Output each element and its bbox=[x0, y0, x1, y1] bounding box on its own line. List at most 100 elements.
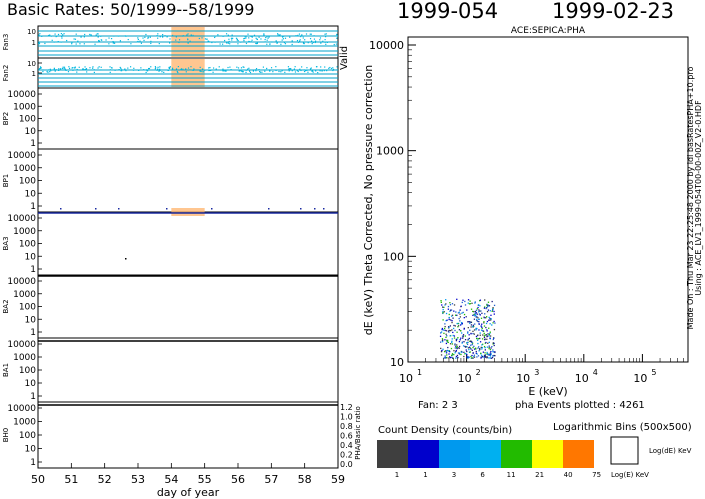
fan-point bbox=[38, 43, 41, 45]
fan-point bbox=[187, 39, 189, 41]
fan-point bbox=[92, 66, 94, 68]
fan-point bbox=[214, 36, 216, 39]
pha-point bbox=[467, 357, 469, 359]
y-tick-label-BA1: 1 bbox=[30, 392, 36, 402]
fan-point bbox=[228, 40, 230, 43]
fan-point bbox=[79, 43, 81, 45]
pha-point bbox=[455, 350, 458, 352]
fan-point bbox=[336, 35, 338, 37]
fan-point bbox=[265, 69, 268, 71]
pha-point bbox=[482, 330, 485, 333]
pha-point bbox=[483, 316, 485, 318]
pha-point bbox=[465, 352, 467, 355]
fan-point bbox=[94, 43, 96, 45]
fan-point bbox=[256, 38, 258, 40]
pha-point bbox=[491, 310, 493, 313]
fan-point bbox=[275, 40, 277, 42]
y-tick-label-BP2: 10 bbox=[25, 127, 37, 137]
pha-point bbox=[451, 321, 453, 324]
fan-point bbox=[42, 70, 44, 73]
pha-point bbox=[470, 324, 473, 326]
pha-point bbox=[475, 329, 477, 331]
fan-point bbox=[272, 71, 274, 73]
pha-point bbox=[474, 310, 477, 313]
fan-point bbox=[309, 33, 311, 35]
fan-point bbox=[336, 35, 339, 37]
pha-point bbox=[466, 350, 468, 353]
fan-point bbox=[264, 41, 266, 43]
fan-point bbox=[159, 66, 161, 68]
pha-point bbox=[481, 327, 483, 330]
fan-point bbox=[84, 66, 86, 68]
pha-x-tick-exp: 4 bbox=[593, 368, 598, 377]
pha-point bbox=[446, 319, 448, 321]
pha-point bbox=[480, 310, 482, 312]
fan-point bbox=[204, 38, 207, 40]
fan-point bbox=[95, 34, 97, 36]
fan-point bbox=[110, 38, 113, 40]
pha-point bbox=[489, 335, 492, 337]
fan-point bbox=[264, 38, 266, 41]
fan-point bbox=[97, 36, 99, 38]
pha-point bbox=[482, 351, 485, 353]
y-tick-label-Fan3: 1 bbox=[32, 39, 36, 47]
pha-point bbox=[489, 337, 491, 339]
fan-point bbox=[262, 66, 265, 68]
x-tick-label: 51 bbox=[64, 473, 78, 486]
fan-point bbox=[304, 39, 306, 41]
pha-point bbox=[455, 311, 457, 313]
pha-point bbox=[493, 337, 495, 339]
fan-point bbox=[278, 34, 281, 37]
fan-point bbox=[120, 67, 122, 70]
fan-point bbox=[59, 68, 62, 70]
fan-point bbox=[108, 43, 110, 45]
fan-point bbox=[147, 67, 150, 70]
pha-point bbox=[462, 345, 465, 347]
fan-point bbox=[74, 66, 76, 68]
pha-point bbox=[467, 332, 469, 334]
fan-point bbox=[323, 70, 325, 72]
pha-point bbox=[442, 329, 444, 331]
fan-point bbox=[271, 41, 273, 43]
bp1-point bbox=[268, 208, 270, 210]
pha-point bbox=[492, 355, 494, 357]
pha-point bbox=[485, 317, 487, 319]
pha-point bbox=[477, 347, 479, 349]
pha-point bbox=[489, 331, 491, 333]
pha-point bbox=[481, 323, 483, 325]
density-label: 1 bbox=[423, 471, 427, 479]
fan-point bbox=[303, 42, 305, 45]
fan-point bbox=[319, 37, 322, 39]
pha-point bbox=[469, 303, 471, 305]
panel-label-Fan2: Fan2 bbox=[2, 65, 10, 82]
fan-point bbox=[227, 69, 229, 71]
fan-point bbox=[224, 69, 227, 72]
fan-point bbox=[180, 69, 182, 71]
left-title: Basic Rates: 50/1999--58/1999 bbox=[7, 0, 254, 19]
pha-point bbox=[442, 319, 444, 321]
fan-point bbox=[177, 71, 179, 74]
fan-point bbox=[259, 71, 262, 73]
fan-point bbox=[159, 69, 161, 71]
pha-y-tick-label: 100 bbox=[383, 250, 404, 263]
pha-point bbox=[445, 351, 448, 353]
bp1-point bbox=[166, 208, 168, 210]
fan-point bbox=[222, 35, 224, 37]
fan-point bbox=[54, 33, 56, 35]
pha-point bbox=[450, 319, 452, 321]
y-tick-label-BP1: 10 bbox=[25, 189, 37, 199]
pha-point bbox=[477, 317, 479, 319]
pha-point bbox=[473, 313, 475, 316]
fan-point bbox=[326, 41, 328, 44]
fan-point bbox=[336, 37, 338, 39]
fan-point bbox=[245, 71, 247, 74]
bins-title: Logarithmic Bins (500x500) bbox=[553, 422, 692, 433]
pha-point bbox=[467, 341, 469, 343]
fan-point bbox=[222, 68, 224, 70]
pha-point bbox=[486, 306, 488, 309]
pha-point bbox=[467, 321, 469, 323]
pha-point bbox=[484, 355, 486, 357]
using-file-text: Using : ACE_LV1_1999-054T00-00-00Z_V2-0.… bbox=[694, 100, 703, 296]
pha-point bbox=[484, 306, 486, 308]
fan-point bbox=[243, 37, 246, 39]
